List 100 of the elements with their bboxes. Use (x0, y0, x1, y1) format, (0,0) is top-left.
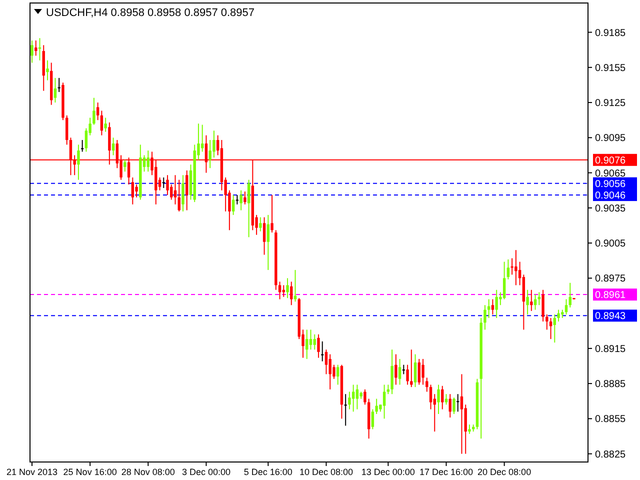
candlestick (124, 159, 126, 172)
x-tick-label: 17 Dec 16:00 (419, 467, 474, 477)
candlestick (510, 258, 514, 276)
x-tick-label: 3 Dec 00:00 (182, 467, 230, 477)
candlestick (553, 314, 556, 344)
candlestick (390, 349, 394, 395)
candlestick (422, 358, 424, 386)
candlestick (502, 261, 506, 300)
ref-line-label: 0.9056 (595, 178, 626, 190)
candlestick (278, 281, 282, 300)
candlestick (546, 314, 548, 330)
candlestick (568, 282, 572, 308)
candlestick (356, 384, 359, 410)
candlestick (96, 102, 100, 121)
y-tick-label: 0.9155 (595, 62, 626, 74)
candlestick (317, 334, 320, 358)
candlestick (506, 258, 510, 280)
x-tick-label: 28 Nov 08:00 (121, 467, 175, 477)
y-tick-label: 0.9125 (595, 98, 626, 110)
candlestick (448, 394, 452, 418)
x-tick-label: 20 Dec 08:00 (478, 467, 532, 477)
candlestick (266, 214, 270, 270)
candlestick (240, 190, 242, 211)
candlestick (236, 194, 239, 205)
x-tick-label: 21 Nov 2013 (6, 467, 58, 477)
x-tick-label: 25 Nov 16:00 (63, 467, 117, 477)
candlestick (530, 289, 533, 312)
y-tick-label: 0.8885 (595, 379, 626, 390)
candlestick (371, 408, 374, 430)
candlestick (306, 329, 308, 360)
candlestick (162, 176, 165, 189)
candlestick (452, 397, 456, 414)
candlestick (348, 391, 351, 410)
candlestick (58, 77, 60, 92)
candlestick (313, 334, 316, 350)
candlestick (514, 250, 518, 286)
candlestick (170, 184, 173, 200)
candlestick (344, 394, 347, 426)
candlestick (487, 298, 490, 318)
candlestick (80, 139, 84, 152)
candlestick (286, 278, 289, 299)
candlestick (290, 281, 293, 306)
candlestick (526, 289, 529, 315)
candlestick (182, 174, 184, 212)
candlestick (212, 130, 216, 158)
y-tick-label: 0.8855 (595, 414, 626, 426)
ref-line-label: 0.8943 (595, 311, 626, 322)
candlestick (65, 114, 68, 146)
y-tick-label: 0.8975 (595, 274, 626, 285)
candlestick (100, 110, 104, 136)
candlestick (309, 329, 312, 350)
candlestick (178, 179, 180, 212)
candlestick (375, 398, 378, 414)
candlestick (414, 354, 417, 388)
candlestick (444, 394, 448, 406)
candlestick (186, 170, 188, 211)
candlestick (398, 358, 402, 386)
candlestick (166, 174, 169, 196)
y-tick-label: 0.8825 (595, 449, 626, 460)
candlestick (495, 289, 498, 318)
candlestick (441, 385, 444, 410)
y-tick-label: 0.9095 (595, 133, 626, 144)
candlestick (402, 364, 406, 375)
candlestick (270, 194, 274, 233)
candlestick (410, 349, 413, 388)
candlestick (352, 384, 355, 412)
candlestick (491, 298, 494, 315)
candlestick (382, 384, 386, 420)
ref-line-label: 0.8961 (595, 290, 626, 302)
candlestick (112, 137, 115, 156)
ref-line-label: 0.9046 (595, 190, 626, 202)
candlestick (336, 364, 340, 386)
candlestick (564, 298, 568, 315)
candlestick (429, 384, 432, 410)
candlestick (77, 144, 80, 180)
x-tick-label: 13 Dec 00:00 (361, 467, 415, 477)
candlestick (460, 374, 464, 454)
candlestick (259, 216, 262, 232)
candlestick (92, 97, 96, 126)
candlestick (146, 150, 150, 172)
candlestick (534, 294, 537, 310)
candlestick (247, 179, 250, 238)
candlestick (46, 60, 49, 81)
candlestick (468, 424, 471, 434)
candlestick (294, 269, 297, 302)
candlestick (321, 340, 324, 362)
y-tick-label: 0.9035 (595, 203, 626, 214)
x-tick-label: 5 Dec 16:00 (244, 467, 292, 477)
candlestick (364, 388, 366, 406)
candlestick (456, 394, 460, 412)
y-tick-label: 0.9185 (595, 28, 626, 39)
candlestick (54, 77, 57, 104)
candlestick (426, 377, 428, 392)
candlestick (135, 184, 138, 198)
candlestick (244, 191, 246, 205)
candlestick (84, 128, 88, 152)
candlestick (131, 176, 134, 205)
candlestick (542, 289, 544, 322)
candlestick (328, 354, 332, 390)
y-tick-label: 0.9065 (595, 168, 626, 180)
